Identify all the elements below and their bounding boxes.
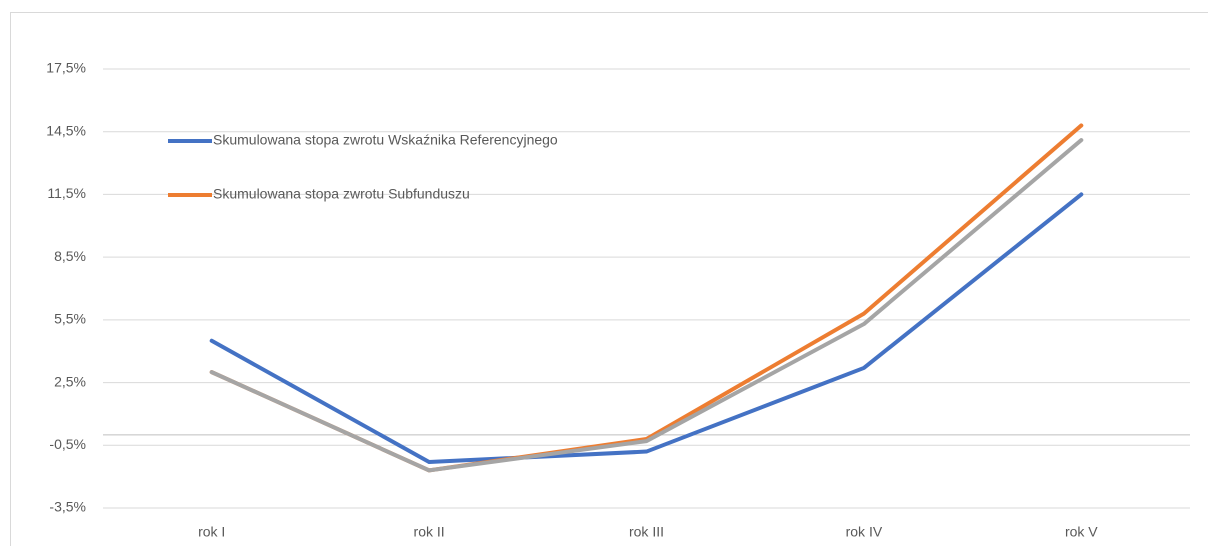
legend-label: Skumulowana stopa zwrotu Wskaźnika Refer… xyxy=(213,132,558,148)
x-tick-label: rok V xyxy=(1065,524,1098,540)
legend-label: Skumulowana stopa zwrotu Subfunduszu xyxy=(213,186,470,202)
y-tick-label: 2,5% xyxy=(54,373,86,389)
y-tick-label: 8,5% xyxy=(54,248,86,264)
y-tick-label: -3,5% xyxy=(49,499,86,515)
y-tick-label: 14,5% xyxy=(46,122,86,138)
x-tick-label: rok I xyxy=(198,524,225,540)
y-tick-label: 17,5% xyxy=(46,60,86,76)
x-tick-label: rok II xyxy=(414,524,445,540)
series-line xyxy=(209,138,1084,473)
chart-frame xyxy=(10,12,1208,546)
y-tick-label: 5,5% xyxy=(54,311,86,327)
y-tick-label: 11,5% xyxy=(47,185,86,201)
series-line xyxy=(209,192,1084,465)
x-tick-label: rok IV xyxy=(846,524,883,540)
x-tick-label: rok III xyxy=(629,524,664,540)
y-tick-label: -0,5% xyxy=(49,436,86,452)
